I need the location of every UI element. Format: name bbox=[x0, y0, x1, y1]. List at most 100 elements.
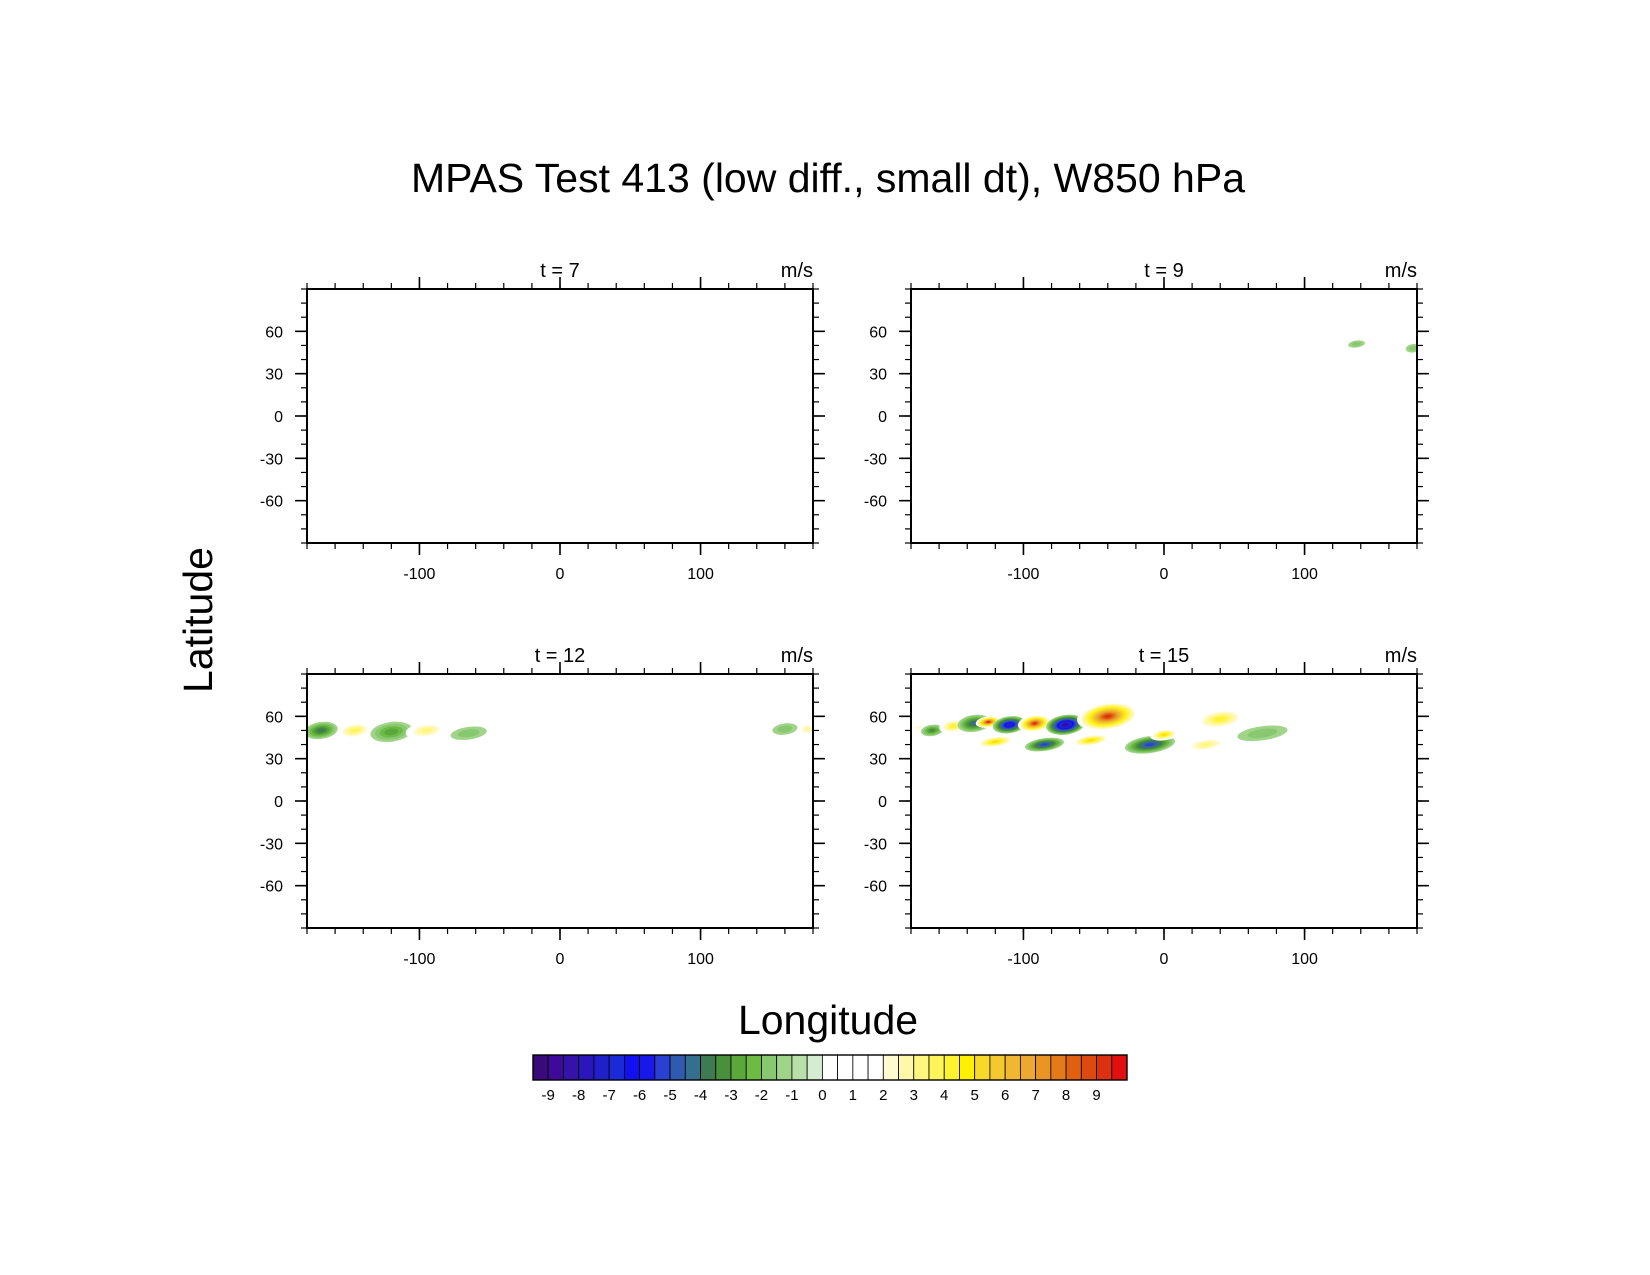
contour-level bbox=[1105, 715, 1111, 718]
colorbar-label: 1 bbox=[849, 1087, 857, 1104]
contour-feature bbox=[1348, 340, 1365, 348]
y-tick-label: -60 bbox=[260, 879, 283, 896]
contour-level bbox=[950, 724, 956, 728]
y-tick-label: 0 bbox=[274, 409, 283, 426]
colorbar-label: 4 bbox=[940, 1087, 948, 1104]
contour-feature bbox=[307, 721, 338, 740]
panel-4: -100 0 100 60 30 0 -30 -60 t = 15 m/s bbox=[864, 645, 1429, 968]
contour-feature bbox=[1237, 725, 1288, 742]
field bbox=[1348, 338, 1417, 353]
colorbar-swatch bbox=[593, 1054, 610, 1081]
colorbar-swatch bbox=[623, 1054, 641, 1081]
contour-feature bbox=[975, 735, 1015, 748]
colorbar-swatch bbox=[563, 1054, 580, 1081]
colorbar-swatch bbox=[776, 1054, 793, 1081]
y-tick-label: 0 bbox=[878, 794, 887, 811]
contour-level bbox=[350, 728, 359, 733]
colorbar-swatch bbox=[1080, 1054, 1097, 1081]
colorbar-swatch bbox=[959, 1054, 976, 1081]
colorbar-swatch bbox=[669, 1054, 686, 1081]
contour-feature bbox=[1077, 701, 1139, 731]
colorbar-label: 5 bbox=[971, 1087, 979, 1104]
x-tick-label: 100 bbox=[687, 951, 714, 968]
ticks bbox=[899, 662, 1429, 940]
contour-level bbox=[1145, 743, 1154, 746]
x-tick-label: 0 bbox=[556, 566, 565, 583]
y-tick-label: -60 bbox=[864, 494, 887, 511]
y-tick-label: -30 bbox=[864, 836, 887, 853]
y-tick-label: 30 bbox=[265, 367, 283, 384]
contour-feature bbox=[1183, 736, 1229, 753]
contour-level bbox=[1247, 728, 1278, 738]
colorbar-swatch bbox=[867, 1054, 884, 1081]
colorbar-swatch bbox=[821, 1054, 839, 1081]
colorbar-label: 9 bbox=[1092, 1087, 1100, 1104]
colorbar-label: -5 bbox=[663, 1087, 676, 1104]
contour-level bbox=[1200, 742, 1213, 747]
colorbar-label: -8 bbox=[572, 1087, 585, 1104]
contour-feature bbox=[1071, 734, 1111, 747]
colorbar-label: 0 bbox=[818, 1087, 826, 1104]
contour-feature bbox=[992, 716, 1027, 734]
contour-level bbox=[420, 728, 433, 733]
contour-feature bbox=[939, 718, 968, 734]
figure-title: MPAS Test 413 (low diff., small dt), W85… bbox=[411, 155, 1245, 201]
colorbar-swatch bbox=[578, 1054, 595, 1081]
contour-feature bbox=[797, 721, 813, 737]
x-tick-label: -100 bbox=[403, 951, 435, 968]
contour-level bbox=[317, 728, 325, 733]
colorbar-swatch bbox=[1111, 1054, 1128, 1081]
colorbar-label: 6 bbox=[1001, 1087, 1009, 1104]
colorbar-swatch bbox=[806, 1054, 823, 1081]
contour-feature bbox=[1405, 343, 1417, 353]
panel-3: -100 0 100 60 30 0 -30 -60 t = 12 m/s bbox=[260, 645, 825, 968]
contour-level bbox=[1215, 717, 1226, 722]
contour-feature bbox=[370, 721, 413, 743]
contour-level bbox=[777, 725, 793, 733]
panels: -100 0 100 60 30 0 -30 -60 t = 7 m/s -100 0 100 60 30 0… bbox=[260, 260, 1429, 968]
x-tick-label: 100 bbox=[1291, 566, 1318, 583]
colorbar-swatch bbox=[639, 1054, 656, 1081]
colorbar-swatch bbox=[882, 1054, 899, 1081]
y-tick-label: 30 bbox=[265, 752, 283, 769]
contour-level bbox=[929, 728, 936, 733]
colorbar-swatch bbox=[654, 1054, 671, 1081]
contour-level bbox=[384, 728, 399, 736]
field bbox=[911, 701, 1288, 754]
contour-feature bbox=[1025, 737, 1065, 752]
contour-feature bbox=[1367, 338, 1394, 350]
colorbar-label: -7 bbox=[602, 1087, 615, 1104]
contour-level bbox=[1408, 345, 1417, 351]
x-tick-label: 0 bbox=[1160, 951, 1169, 968]
colorbar-swatch bbox=[1050, 1054, 1067, 1081]
colorbar-swatch bbox=[547, 1054, 564, 1081]
colorbar-swatch bbox=[837, 1054, 854, 1081]
x-axis-label: Longitude bbox=[738, 997, 918, 1043]
panel-1: -100 0 100 60 30 0 -30 -60 t = 7 m/s bbox=[260, 260, 825, 583]
y-tick-label: 60 bbox=[265, 324, 283, 341]
x-tick-label: 100 bbox=[1291, 951, 1318, 968]
colorbar-label: -3 bbox=[724, 1087, 737, 1104]
y-tick-label: -30 bbox=[260, 836, 283, 853]
contour-feature bbox=[772, 723, 798, 735]
x-tick-label: -100 bbox=[1007, 951, 1039, 968]
panel-label: t = 12 bbox=[535, 645, 586, 667]
colorbar-label: 3 bbox=[910, 1087, 918, 1104]
panel-units: m/s bbox=[781, 645, 813, 667]
contour-feature bbox=[1046, 714, 1086, 735]
contour-level bbox=[992, 740, 999, 743]
colorbar-label: 2 bbox=[879, 1087, 887, 1104]
x-tick-label: -100 bbox=[403, 566, 435, 583]
colorbar-swatch bbox=[791, 1054, 808, 1081]
y-tick-label: -30 bbox=[260, 451, 283, 468]
contour-level bbox=[986, 720, 990, 723]
colorbar-swatch bbox=[1065, 1054, 1082, 1081]
colorbar-swatch bbox=[745, 1054, 762, 1081]
plot-frame bbox=[306, 288, 814, 544]
contour-level bbox=[1041, 743, 1048, 746]
colorbar-swatch bbox=[852, 1054, 869, 1081]
colorbar-label: -2 bbox=[755, 1087, 768, 1104]
contour-level bbox=[1007, 723, 1012, 726]
colorbar-swatch bbox=[715, 1054, 732, 1081]
